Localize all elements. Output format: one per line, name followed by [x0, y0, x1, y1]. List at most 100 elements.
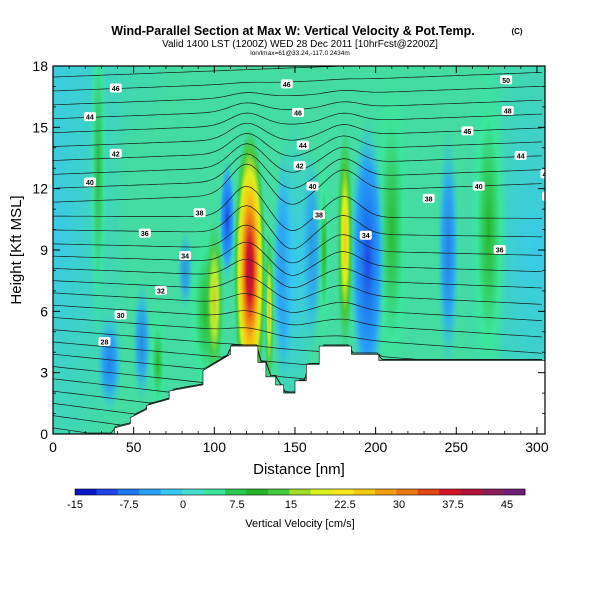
colorbar-segment [417, 489, 440, 495]
colorbar-frame [74, 488, 526, 496]
theta-label: 46 [109, 83, 122, 93]
theta-label-text: 44 [86, 115, 94, 122]
colorbar-segment [96, 489, 119, 495]
theta-contour-line [53, 258, 542, 289]
theta-label: 38 [313, 210, 326, 220]
theta-contour-line [53, 163, 542, 205]
theta-label: 40 [472, 181, 485, 191]
vertical-velocity-field: 46 46 50 44 46 48 46 44 42 44 42 48 40 40 40 38 38 38 38 36… [53, 66, 551, 434]
theta-label: 38 [422, 193, 435, 203]
velocity-cell [148, 301, 168, 424]
valid-time-line: Valid 1400 LST (1200Z) WED 28 Dec 2011 [… [162, 39, 438, 50]
theta-label-text: 50 [502, 78, 510, 85]
x-axis-label: Distance [nm] [253, 461, 345, 478]
theta-contour-line [53, 185, 542, 231]
theta-contour-line [53, 122, 542, 147]
theta-label: 50 [500, 75, 513, 85]
theta-label-text: 48 [543, 172, 551, 179]
x-axis-ticks: 0 50 100 150 200 250 300 [49, 66, 549, 455]
theta-label-text: 38 [315, 213, 323, 220]
velocity-cell [177, 229, 194, 312]
theta-label: 36 [138, 228, 151, 238]
theta-contour-line [53, 112, 542, 133]
theta-label-text: 34 [362, 233, 370, 240]
y-tick-label: 18 [32, 58, 48, 74]
theta-contour-line [53, 205, 542, 250]
colorbar-segment [375, 489, 397, 495]
theta-label: 28 [98, 337, 111, 347]
colorbar-tick-label: 37.5 [442, 499, 463, 511]
colorbar-segment [139, 489, 162, 495]
theta-label: 44 [514, 150, 527, 160]
theta-label: 46 [461, 126, 474, 136]
theta-label: 46 [292, 108, 305, 118]
colorbar-segment [439, 489, 462, 495]
colorbar-tick-label: 15 [285, 499, 297, 511]
x-tick-label: 150 [283, 439, 307, 455]
colorbar-tick-label: 45 [501, 499, 513, 511]
y-tick-label: 12 [32, 181, 48, 197]
theta-label-text: 40 [309, 184, 317, 191]
velocity-cell [96, 311, 123, 414]
colorbar-segment [182, 489, 204, 495]
theta-label: 46 [280, 79, 293, 89]
velocity-cell [436, 127, 460, 373]
colorbar-segment [460, 489, 483, 495]
colorbar-segment [267, 489, 290, 495]
theta-label: 40 [306, 181, 319, 191]
theta-label-text: 46 [112, 86, 120, 93]
theta-contour-line [53, 317, 542, 354]
colorbar-segment [75, 489, 97, 495]
colorbar-segment [246, 489, 269, 495]
colorbar: -15 -7.5 0 7.5 15 22.5 30 37.5 45 [67, 488, 526, 511]
theta-label-text: 46 [283, 82, 291, 89]
colorbar-segment [289, 489, 312, 495]
colorbar-tick-label: -7.5 [120, 499, 139, 511]
colorbar-segment [353, 489, 376, 495]
theta-label: 42 [293, 161, 306, 171]
x-tick-label: 100 [203, 439, 227, 455]
chart-title: Wind-Parallel Section at Max W: Vertical… [111, 24, 474, 38]
velocity-cell [233, 127, 266, 414]
y-axis-label: Height [Kft MSL] [8, 195, 25, 304]
colorbar-segment [482, 489, 504, 495]
terrain [53, 345, 545, 434]
theta-contour-line [53, 133, 542, 161]
theta-contour-line [53, 153, 542, 189]
colorbar-tick-label: 22.5 [334, 499, 355, 511]
theta-label-text: 38 [425, 196, 433, 203]
colorbar-label: Vertical Velocity [cm/s] [245, 518, 354, 530]
theta-contour-line [53, 292, 542, 321]
x-tick-label: 300 [525, 439, 549, 455]
x-tick-label: 200 [364, 439, 388, 455]
theta-label: 32 [154, 285, 167, 295]
theta-label-text: 36 [141, 231, 149, 238]
theta-label-text: 34 [181, 254, 189, 261]
x-tick-label: 250 [445, 439, 469, 455]
x-tick-label: 50 [126, 439, 142, 455]
location-line: lon/lmax=61@33.24,-117.0 2434m [250, 50, 350, 57]
theta-label-text: 38 [196, 211, 204, 218]
velocity-cell [469, 66, 508, 414]
theta-contour-line [53, 276, 542, 305]
theta-label: 36 [493, 245, 506, 255]
theta-contour-line [53, 304, 542, 338]
colorbar-segment [332, 489, 354, 495]
colorbar-segment [160, 489, 183, 495]
colorbar-segment [503, 489, 526, 495]
theta-label-text: 32 [157, 288, 165, 295]
theta-contour-line [53, 241, 542, 276]
theta-label: 44 [296, 140, 309, 150]
theta-contour-line [53, 66, 352, 78]
colorbar-segment [225, 489, 247, 495]
theta-label: 38 [542, 191, 545, 201]
colorbar-tick-label: 30 [393, 499, 405, 511]
theta-label-text: 44 [299, 143, 307, 150]
theta-label: 44 [83, 112, 96, 122]
theta-label-text: 42 [112, 151, 120, 158]
theta-label-text: 48 [504, 108, 512, 115]
theta-label: 34 [179, 251, 192, 261]
